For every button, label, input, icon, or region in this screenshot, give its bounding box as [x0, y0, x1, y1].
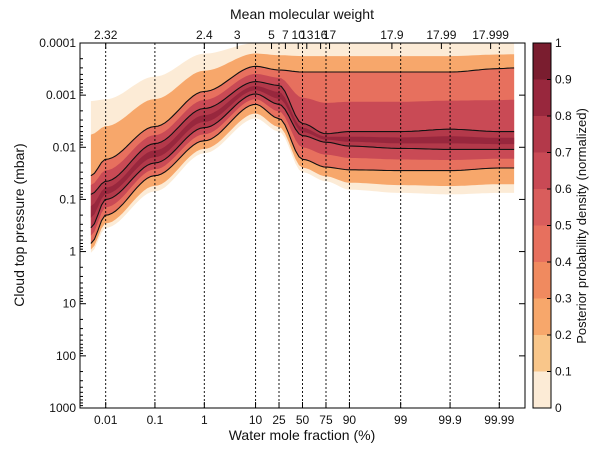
colorbar-tick-label: 0.1: [555, 365, 572, 379]
colorbar-segment: [533, 79, 551, 116]
x-tick-label: 25: [272, 413, 286, 427]
x-tick-label: 1: [201, 413, 208, 427]
colorbar-title: Posterior probability density (normalize…: [574, 108, 589, 344]
colorbar-tick-label: 0.8: [555, 109, 572, 123]
top-tick-label: 16: [314, 28, 328, 42]
colorbar-segment: [533, 152, 551, 189]
x-axis-bottom: 0.01 0.1 1 10 25 50 75 90 99 99.9 99.99: [94, 402, 515, 427]
colorbar-tick-label: 0.6: [555, 182, 572, 196]
top-tick-label: 2.32: [94, 28, 118, 42]
y-axis-title: Cloud top pressure (mbar): [11, 143, 27, 306]
y-axis: 0.0001 0.001 0.01 0.1 1 10 100 1000: [39, 36, 525, 415]
y-tick-label: 1000: [49, 401, 76, 415]
y-tick-label: 1: [69, 245, 76, 259]
colorbar-tick-label: 0.3: [555, 292, 572, 306]
colorbar-segment: [533, 335, 551, 372]
colorbar-tick-label: 0.5: [555, 219, 572, 233]
y-tick-label: 0.0001: [39, 36, 76, 50]
top-tick-label: 7: [282, 28, 289, 42]
top-tick-label: 3: [234, 28, 241, 42]
x-axis-title: Water mole fraction (%): [229, 427, 376, 443]
colorbar-tick-label: 0.9: [555, 73, 572, 87]
colorbar-segment: [533, 262, 551, 299]
y-tick-label: 100: [56, 349, 76, 363]
top-tick-label: 17.999: [472, 28, 509, 42]
y-tick-label: 0.01: [53, 140, 77, 154]
x-tick-label: 0.1: [147, 413, 164, 427]
colorbar-segment: [533, 225, 551, 262]
x-tick-label: 99.99: [484, 413, 514, 427]
colorbar-tick-label: 0.2: [555, 328, 572, 342]
colorbar-segment: [533, 189, 551, 226]
x-tick-label: 50: [296, 413, 310, 427]
x-tick-label: 75: [319, 413, 333, 427]
colorbar-segment: [533, 298, 551, 335]
y-tick-label: 10: [63, 297, 77, 311]
top-tick-label: 17.99: [426, 28, 456, 42]
top-tick-label: 5: [268, 28, 275, 42]
top-tick-label: 10: [292, 28, 306, 42]
x-tick-label: 90: [343, 413, 357, 427]
x-tick-label: 10: [249, 413, 263, 427]
top-tick-label: 17: [323, 28, 337, 42]
colorbar-tick-label: 1: [555, 36, 562, 50]
colorbar-segment: [533, 371, 551, 408]
colorbar-segment: [533, 116, 551, 153]
x-tick-label: 99: [394, 413, 408, 427]
dotted-guide-lines: [105, 43, 500, 408]
colorbar-tick-label: 0.4: [555, 255, 572, 269]
density-band-peak: [90, 86, 515, 218]
colorbar-tick-label: 0.7: [555, 146, 572, 160]
x-tick-label: 99.9: [438, 413, 462, 427]
y-tick-label: 0.1: [59, 192, 76, 206]
colorbar-tick-label: 0: [555, 401, 562, 415]
top-tick-label: 13: [300, 28, 314, 42]
colorbar: 0 0.1 0.2 0.3 0.4 0.5 0.6 0.7 0.8 0.9 1: [532, 36, 572, 415]
x-tick-label: 0.01: [94, 413, 118, 427]
colorbar-segment: [533, 43, 551, 80]
y-tick-label: 0.001: [46, 88, 76, 102]
top-tick-label: 2.4: [196, 28, 213, 42]
top-axis-title: Mean molecular weight: [230, 6, 374, 22]
top-tick-label: 17.9: [380, 28, 404, 42]
